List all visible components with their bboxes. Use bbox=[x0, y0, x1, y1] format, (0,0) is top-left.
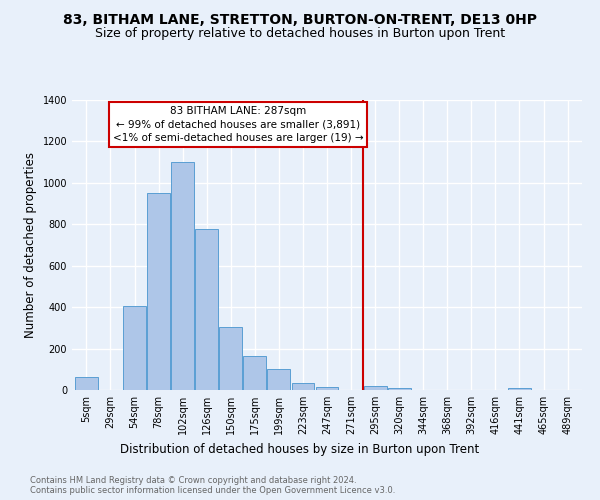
Text: Contains HM Land Registry data © Crown copyright and database right 2024.: Contains HM Land Registry data © Crown c… bbox=[30, 476, 356, 485]
Bar bbox=[244, 356, 266, 390]
Bar bbox=[316, 387, 338, 390]
Bar bbox=[388, 388, 410, 390]
Text: 83 BITHAM LANE: 287sqm
← 99% of detached houses are smaller (3,891)
<1% of semi-: 83 BITHAM LANE: 287sqm ← 99% of detached… bbox=[113, 106, 364, 142]
Text: Distribution of detached houses by size in Burton upon Trent: Distribution of detached houses by size … bbox=[121, 442, 479, 456]
Bar bbox=[75, 376, 98, 390]
Bar bbox=[508, 388, 531, 390]
Text: 83, BITHAM LANE, STRETTON, BURTON-ON-TRENT, DE13 0HP: 83, BITHAM LANE, STRETTON, BURTON-ON-TRE… bbox=[63, 12, 537, 26]
Bar bbox=[147, 193, 170, 390]
Bar bbox=[268, 370, 290, 390]
Bar bbox=[292, 383, 314, 390]
Y-axis label: Number of detached properties: Number of detached properties bbox=[24, 152, 37, 338]
Bar bbox=[220, 327, 242, 390]
Text: Contains public sector information licensed under the Open Government Licence v3: Contains public sector information licen… bbox=[30, 486, 395, 495]
Bar bbox=[171, 162, 194, 390]
Bar bbox=[123, 306, 146, 390]
Text: Size of property relative to detached houses in Burton upon Trent: Size of property relative to detached ho… bbox=[95, 28, 505, 40]
Bar bbox=[195, 230, 218, 390]
Bar bbox=[364, 386, 386, 390]
